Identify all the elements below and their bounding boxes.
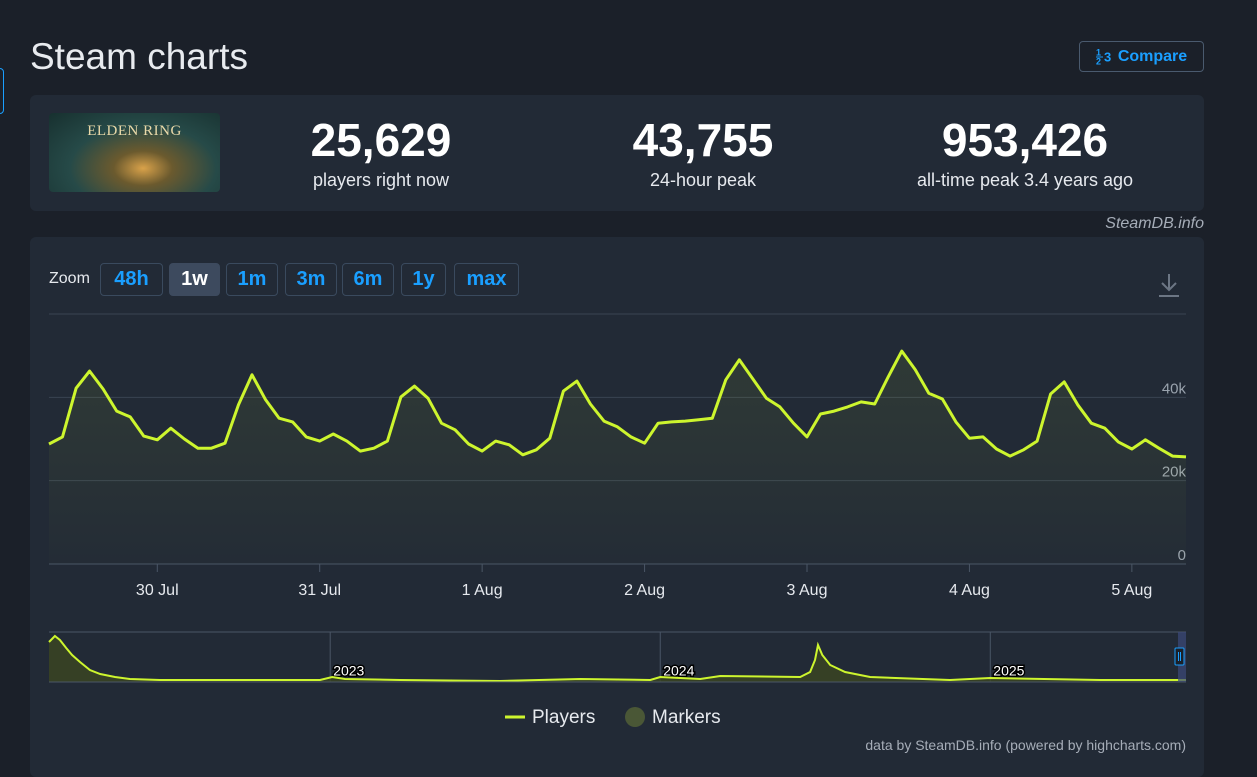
download-icon[interactable] bbox=[1156, 272, 1182, 298]
svg-text:2: 2 bbox=[1096, 56, 1101, 66]
stats-panel bbox=[30, 95, 1204, 211]
zoom-button[interactable]: 3m bbox=[285, 263, 337, 296]
stat: 25,629 players right now bbox=[231, 112, 531, 192]
compare-label: Compare bbox=[1117, 47, 1188, 65]
zoom-button[interactable]: 1m bbox=[226, 263, 278, 296]
navigator-handle bbox=[1174, 647, 1185, 666]
series-line bbox=[48, 349, 1187, 459]
x-tick-label: 4 Aug bbox=[949, 582, 990, 599]
page-title: Steam charts bbox=[30, 36, 248, 77]
x-tick-label: 31 Jul bbox=[298, 582, 341, 599]
legend-symbol bbox=[625, 707, 645, 727]
zoom-button[interactable]: max bbox=[454, 263, 519, 296]
zoom-button[interactable]: 1w bbox=[169, 263, 220, 296]
navigator-tick-label: 2023 bbox=[333, 663, 364, 679]
source[interactable]: SteamDB.info bbox=[1105, 215, 1204, 232]
x-tick-label: 30 Jul bbox=[136, 582, 179, 599]
zoom-button[interactable]: 6m bbox=[342, 263, 394, 296]
x-tick-label: 2 Aug bbox=[624, 582, 665, 599]
credit[interactable]: data by SteamDB.info (powered by highcha… bbox=[865, 737, 1186, 753]
stat-label: 24-hour peak bbox=[649, 170, 757, 190]
stat-label: players right now bbox=[312, 170, 450, 190]
stat-value: 953,426 bbox=[941, 114, 1109, 166]
navigator-line bbox=[48, 634, 1186, 683]
game-logo-text: ELDEN RING bbox=[87, 123, 182, 139]
area bbox=[49, 351, 1186, 564]
stat-value: 43,755 bbox=[632, 114, 774, 166]
zoom-button[interactable]: 48h bbox=[100, 263, 163, 296]
y-tick-label: 40k bbox=[1162, 380, 1187, 397]
svg-text:1: 1 bbox=[1096, 47, 1101, 57]
svg-text:3: 3 bbox=[1104, 49, 1111, 64]
game-logo[interactable]: ELDEN RING bbox=[49, 113, 220, 192]
stat-value: 25,629 bbox=[310, 114, 452, 166]
zoom-button[interactable]: 1y bbox=[401, 263, 446, 296]
compare-icon: 12 3 bbox=[1095, 47, 1111, 66]
legend-label: Markers bbox=[652, 707, 721, 728]
navigator-tick-label: 2025 bbox=[993, 663, 1024, 679]
stat: 953,426 all-time peak 3.4 years ago bbox=[875, 112, 1175, 192]
navigator-tick-label: 2024 bbox=[663, 663, 694, 679]
stat: 43,755 24-hour peak bbox=[553, 112, 853, 192]
x-tick-label: 1 Aug bbox=[462, 582, 503, 599]
zoom-label: Zoom bbox=[49, 270, 90, 287]
x-tick-label: 3 Aug bbox=[787, 582, 828, 599]
legend-label: Players bbox=[532, 707, 595, 728]
stat-label: all-time peak 3.4 years ago bbox=[916, 170, 1134, 190]
x-tick-label: 5 Aug bbox=[1111, 582, 1152, 599]
